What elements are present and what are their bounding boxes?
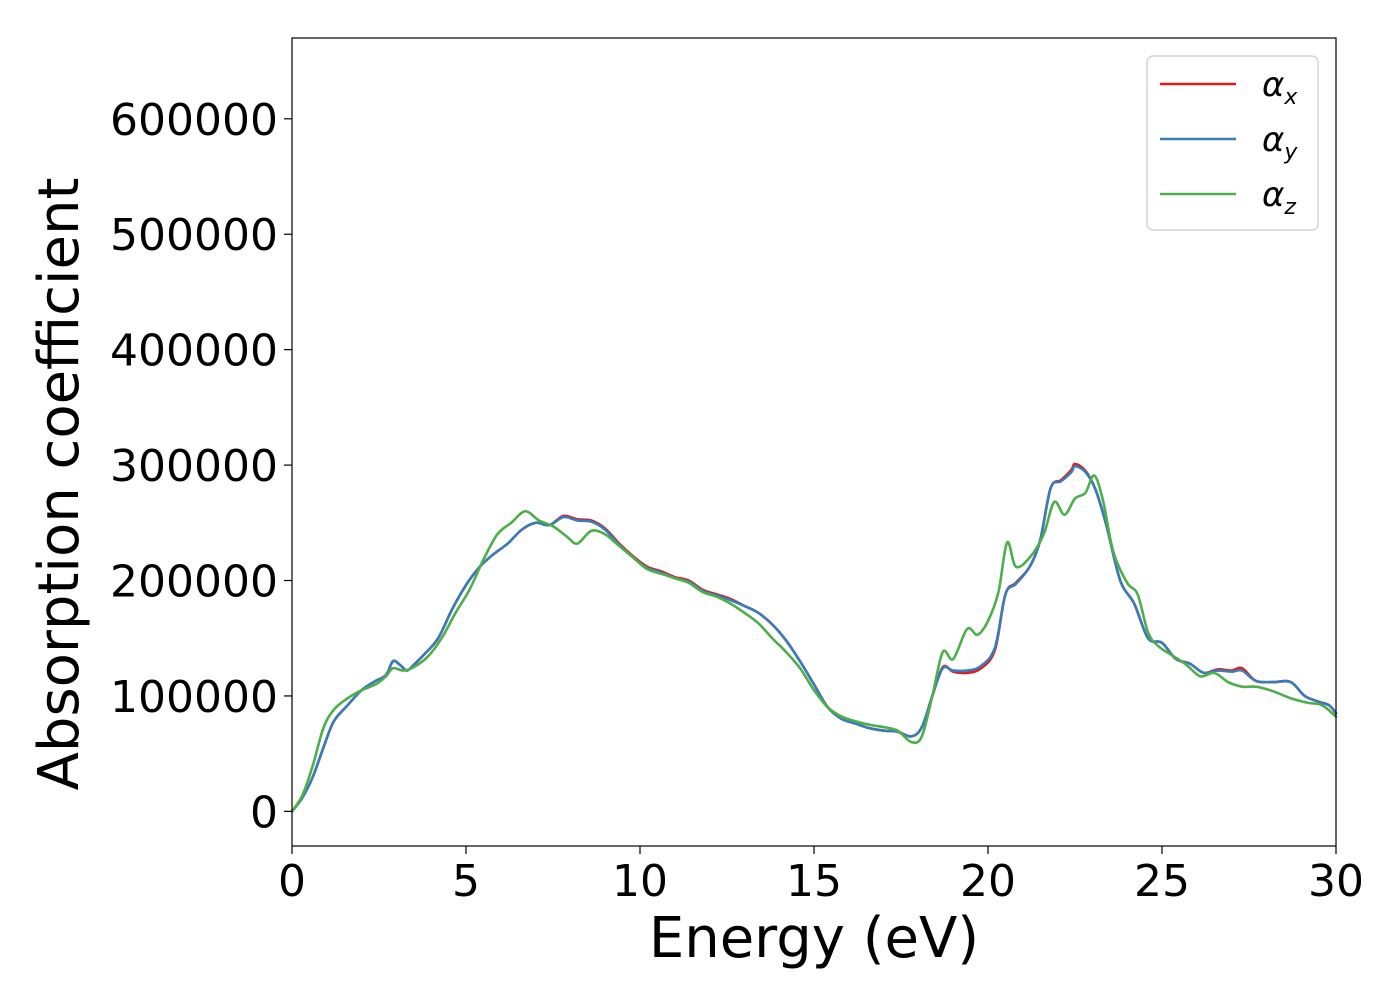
x-tick-label: 10	[612, 856, 668, 907]
x-tick-label: 0	[278, 856, 306, 907]
x-tick-label: 30	[1308, 856, 1364, 907]
series-line-y	[290, 464, 1338, 813]
y-axis-ticks: 0 100000 200000 300000 400000 500000 600000	[110, 95, 292, 838]
y-tick-label: 100000	[110, 672, 278, 723]
legend-label-z: αz	[1262, 175, 1296, 220]
x-tick-label: 25	[1134, 856, 1190, 907]
y-tick-label: 500000	[110, 210, 278, 261]
x-axis-ticks: 0 5 10 15 20 25 30	[278, 846, 1364, 907]
y-tick-label: 200000	[110, 557, 278, 608]
legend-label-x: αx	[1262, 65, 1298, 110]
y-tick-label: 300000	[110, 441, 278, 492]
x-tick-label: 20	[960, 856, 1016, 907]
x-axis-title: Energy (eV)	[649, 906, 979, 971]
series-layer	[290, 462, 1338, 813]
series-line-z	[290, 474, 1338, 813]
y-tick-label: 0	[250, 787, 278, 838]
y-axis-title: Absorption coefficient	[27, 178, 92, 791]
legend-box	[1146, 55, 1319, 231]
x-tick-label: 5	[452, 856, 480, 907]
legend: αx αy αz	[1146, 55, 1319, 231]
x-tick-label: 15	[786, 856, 842, 907]
legend-label-y: αy	[1262, 120, 1298, 165]
y-tick-label: 400000	[110, 326, 278, 377]
y-tick-label: 600000	[110, 95, 278, 146]
